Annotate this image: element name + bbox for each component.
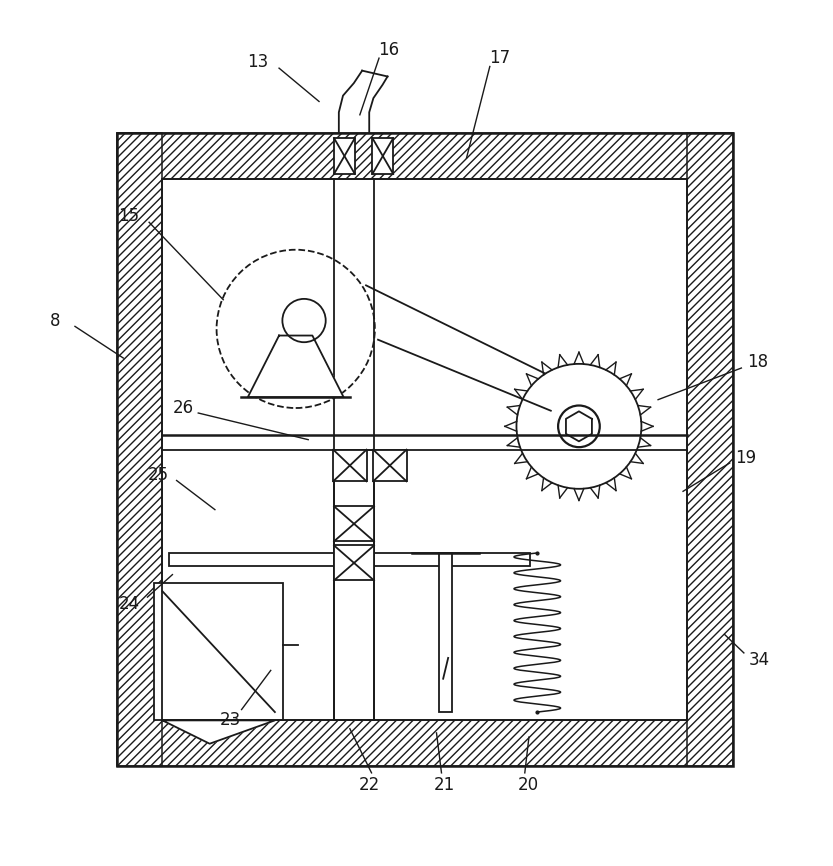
Bar <box>333 449 367 481</box>
Bar <box>334 138 355 174</box>
Text: 24: 24 <box>118 595 140 613</box>
Text: 25: 25 <box>147 466 169 483</box>
Text: 34: 34 <box>749 651 771 669</box>
Text: 21: 21 <box>433 776 455 793</box>
Text: 22: 22 <box>359 776 381 793</box>
Bar <box>334 546 374 580</box>
Bar <box>169 553 530 566</box>
Text: 15: 15 <box>118 208 140 225</box>
Text: 26: 26 <box>172 399 194 417</box>
Text: 18: 18 <box>747 353 769 372</box>
Bar <box>439 553 452 712</box>
Text: 19: 19 <box>735 449 756 467</box>
Bar <box>687 133 733 766</box>
Bar <box>117 133 733 179</box>
Text: 13: 13 <box>247 54 269 71</box>
Bar <box>117 721 733 766</box>
Bar <box>372 138 393 174</box>
Polygon shape <box>248 335 343 397</box>
Bar <box>373 449 407 481</box>
Bar <box>117 133 162 766</box>
Bar <box>154 583 283 721</box>
Text: 23: 23 <box>219 711 241 729</box>
Text: 8: 8 <box>50 312 60 330</box>
Text: 20: 20 <box>517 776 539 793</box>
Text: 16: 16 <box>378 41 400 59</box>
Text: 17: 17 <box>489 49 511 68</box>
Bar <box>334 507 374 541</box>
Polygon shape <box>162 721 275 744</box>
Bar <box>334 449 374 721</box>
Bar <box>162 179 687 721</box>
Bar <box>117 133 733 766</box>
